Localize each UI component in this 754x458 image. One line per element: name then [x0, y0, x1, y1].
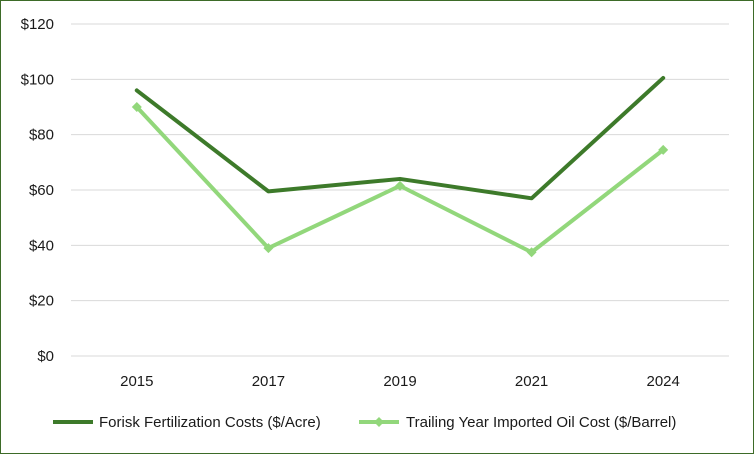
y-tick-label: $40: [29, 237, 54, 254]
x-axis-tick-labels: 2015 2017 2019 2021 2024: [120, 373, 680, 390]
x-tick-label: 2021: [515, 373, 548, 390]
series-lines: [131, 75, 669, 258]
legend-marker-imported-oil-cost: [374, 417, 384, 427]
y-tick-label: $120: [21, 16, 54, 33]
series-line-fertilization-costs: [134, 75, 666, 201]
x-tick-label: 2017: [252, 373, 285, 390]
data-point-imported-oil-cost: [395, 180, 405, 191]
y-tick-label: $60: [29, 182, 54, 199]
y-tick-label: $0: [37, 348, 54, 365]
y-axis-tick-labels: $0 $20 $40 $60 $80 $100 $120: [21, 16, 54, 365]
x-tick-label: 2024: [647, 373, 680, 390]
gridlines: [71, 23, 729, 357]
y-tick-label: $80: [29, 127, 54, 144]
y-tick-label: $20: [29, 293, 54, 310]
y-tick-label: $100: [21, 71, 54, 88]
legend-label-imported-oil-cost: Trailing Year Imported Oil Cost ($/Barre…: [406, 414, 676, 431]
data-point-imported-oil-cost: [526, 247, 537, 258]
legend-label-fertilization-costs: Forisk Fertilization Costs ($/Acre): [99, 414, 321, 431]
legend: Forisk Fertilization Costs ($/Acre) Trail…: [53, 414, 676, 431]
data-point-imported-oil-cost: [263, 243, 274, 254]
x-tick-label: 2015: [120, 373, 153, 390]
data-point-imported-oil-cost: [658, 144, 669, 155]
data-point-imported-oil-cost: [131, 102, 142, 112]
x-tick-label: 2019: [383, 373, 416, 390]
